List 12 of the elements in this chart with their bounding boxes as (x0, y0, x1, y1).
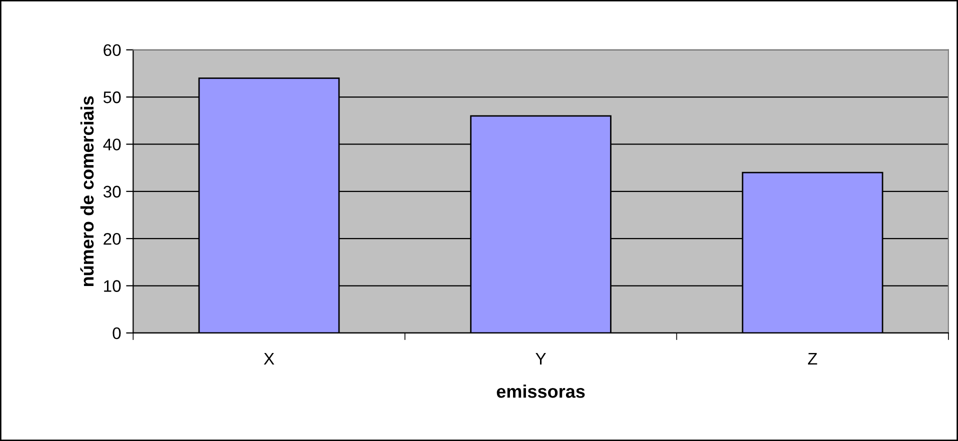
y-tick-label: 0 (112, 327, 121, 340)
y-tick-label: 10 (104, 280, 121, 292)
y-tick-label: 30 (103, 186, 121, 198)
x-axis-title: emissoras (496, 384, 585, 398)
y-tick-label: 60 (104, 44, 121, 56)
x-tick-label: X (264, 353, 274, 364)
y-tick-label: 20 (104, 232, 121, 245)
x-tick-label: Z (808, 353, 818, 364)
y-axis-title: número de comerciais (80, 96, 94, 286)
y-tick-label: 40 (103, 138, 121, 150)
x-tick-label: Y (536, 353, 546, 364)
y-tick-label: 50 (103, 91, 121, 104)
